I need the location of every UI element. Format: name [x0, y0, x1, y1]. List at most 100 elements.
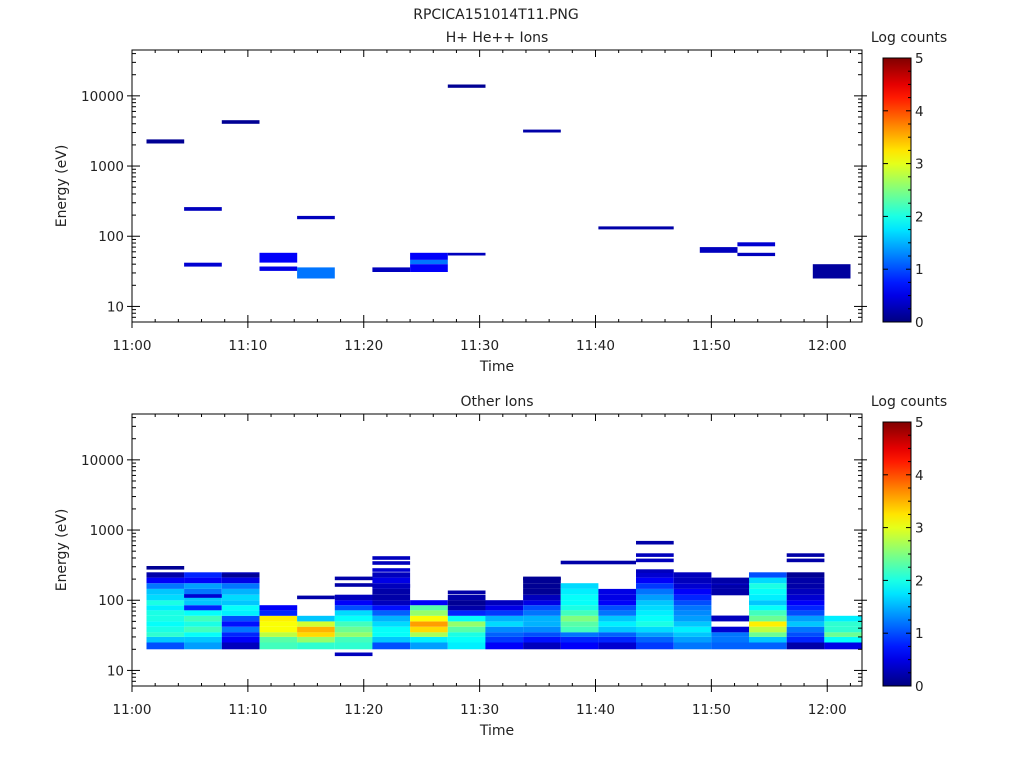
plot-frame [131, 49, 863, 323]
heatmap-cell [673, 583, 712, 589]
heatmap-cell [523, 615, 561, 622]
heatmap-cell [334, 632, 373, 637]
heatmap-cell [598, 600, 637, 606]
heatmap-cell [447, 610, 486, 616]
heatmap-cell [184, 626, 222, 633]
heatmap-cell [786, 600, 825, 606]
heatmap-cell [221, 588, 260, 595]
heatmap-cell [786, 572, 825, 578]
heatmap-cell [184, 207, 222, 211]
x-axis-label: Time [479, 723, 514, 739]
heatmap-cell [560, 583, 599, 589]
heatmap-cell [146, 621, 185, 627]
heatmap-cell [297, 615, 335, 622]
heatmap-cell [372, 626, 411, 633]
colorbar-label: Log counts [871, 30, 947, 46]
heatmap-cell [485, 636, 524, 643]
heatmap-cell [786, 583, 825, 589]
heatmap-cell [447, 626, 486, 633]
heatmap-cell [523, 605, 561, 611]
heatmap-cell [259, 636, 298, 643]
heatmap-cell [636, 558, 674, 563]
heatmap-cell [372, 636, 411, 643]
heatmap-cell [372, 588, 411, 595]
x-tick-label: 11:40 [576, 338, 615, 354]
heatmap-cell [447, 594, 486, 601]
heatmap-cell [221, 642, 260, 650]
heatmap-cell [410, 605, 448, 611]
heatmap-cell [221, 636, 260, 643]
heatmap-cell [184, 572, 222, 578]
panel-h-he-ions: 11:00 11:10 11:20 11:30 11:40 11:50 12:0010100… [54, 30, 947, 375]
heatmap-cell [447, 590, 486, 595]
heatmap-cell [749, 615, 787, 622]
heatmap-cell [824, 642, 862, 650]
heatmap-cell [297, 626, 335, 633]
x-tick-label: 11:50 [692, 338, 731, 354]
heatmap-cell [146, 615, 185, 622]
heatmap-cell [636, 572, 674, 578]
heatmap-cell [824, 626, 862, 633]
heatmap-cell [636, 600, 674, 606]
heatmap-cell [221, 621, 260, 627]
heatmap-cell [673, 588, 712, 595]
heatmap-cell [523, 583, 561, 589]
heatmap-cell [711, 579, 750, 584]
heatmap-cell [334, 636, 373, 643]
heatmap-cell [334, 615, 373, 622]
heatmap-cell [146, 600, 185, 606]
heatmap-cell [410, 632, 448, 637]
colorbar-tick-label: 5 [915, 51, 924, 67]
heatmap-cell [184, 262, 222, 267]
heatmap-cell [598, 626, 637, 633]
heatmap-cell [372, 594, 411, 601]
heatmap-cell [673, 605, 712, 611]
heatmap-cell [711, 642, 750, 650]
heatmap-cell [221, 626, 260, 633]
heatmap-cell [699, 247, 738, 253]
x-tick-label: 11:20 [344, 702, 383, 718]
heatmap-cell [636, 626, 674, 633]
colorbar: 0 1 2 3 4 5 Log counts [871, 30, 947, 331]
heatmap-cell [146, 139, 185, 144]
heatmap-cell [598, 642, 637, 650]
heatmap-cell [636, 577, 674, 584]
heatmap-cell [372, 568, 411, 572]
heatmap-cell [673, 615, 712, 622]
heatmap-cell [259, 621, 298, 627]
heatmap-cell [673, 572, 712, 578]
heatmap-cell [410, 600, 448, 606]
panel-title: Other Ions [460, 394, 533, 410]
heatmap-cell [146, 626, 185, 633]
heatmap-cell [560, 594, 599, 601]
heatmap-cell [749, 636, 787, 643]
heatmap-cell [259, 266, 298, 271]
colorbar-tick-label: 0 [915, 315, 924, 331]
x-axis-label: Time [479, 359, 514, 375]
heatmap-cell [221, 594, 260, 601]
x-tick-label: 11:10 [228, 338, 267, 354]
plot-area [146, 540, 862, 657]
heatmap-cell [334, 583, 373, 587]
heatmap-cell [636, 569, 674, 573]
heatmap-cell [636, 540, 674, 545]
heatmap-cell [410, 636, 448, 643]
heatmap-cell [334, 576, 373, 581]
heatmap-cell [598, 636, 637, 643]
heatmap-cell [372, 572, 411, 578]
x-tick-label: 11:30 [460, 702, 499, 718]
x-tick-label: 11:00 [113, 338, 152, 354]
heatmap-cell [523, 577, 561, 584]
heatmap-cell [673, 577, 712, 584]
heatmap-cell [259, 632, 298, 637]
heatmap-cell [221, 577, 260, 584]
heatmap-cell [410, 642, 448, 650]
heatmap-cell [146, 566, 185, 570]
colorbar-tick-label: 2 [915, 209, 924, 225]
heatmap-cell [523, 610, 561, 616]
heatmap-cell [749, 621, 787, 627]
heatmap-cell [523, 642, 561, 650]
heatmap-cell [334, 642, 373, 650]
x-tick-label: 12:00 [808, 338, 847, 354]
heatmap-cell [673, 626, 712, 633]
